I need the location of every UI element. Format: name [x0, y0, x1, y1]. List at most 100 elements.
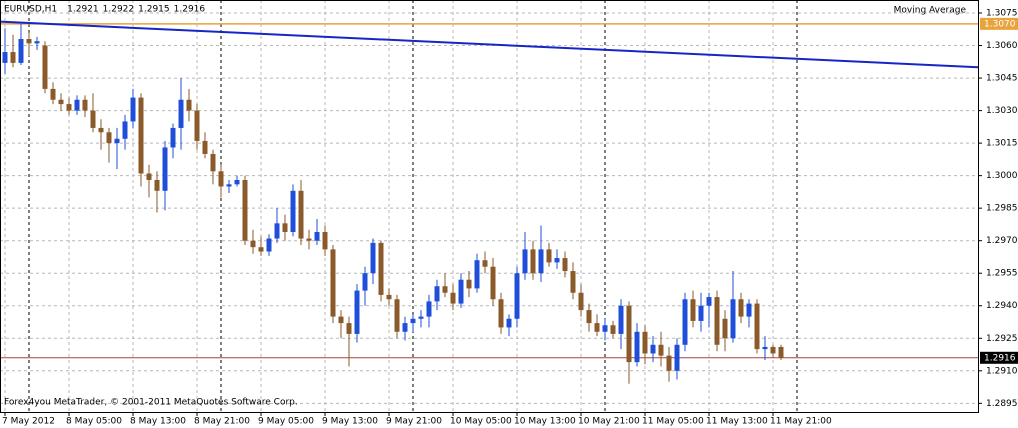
candle-body [330, 249, 336, 317]
x-tick-label: 9 May 05:00 [258, 417, 314, 427]
candle-body [562, 258, 568, 272]
candle-body [194, 110, 200, 141]
candle-body [538, 249, 544, 274]
candle-body [546, 249, 552, 263]
bid-label: 1.2916 [984, 353, 1016, 363]
candle-body [650, 344, 656, 354]
candle-body [738, 299, 744, 317]
candle-body [266, 238, 272, 252]
candle-body [66, 104, 72, 111]
candle-body [722, 318, 728, 339]
candle-body [626, 305, 632, 363]
candle-body [306, 238, 312, 241]
y-tick-label: 1.3000 [986, 171, 1018, 181]
x-tick-label: 8 May 21:00 [194, 417, 250, 427]
x-tick-label: 11 May 21:00 [770, 417, 832, 427]
candle-body [450, 292, 456, 304]
x-tick-label: 11 May 05:00 [642, 417, 704, 427]
x-tick-label: 7 May 2012 [2, 417, 55, 427]
candle-body [578, 292, 584, 311]
moving-average [0, 20, 979, 69]
candle-body [114, 138, 120, 144]
chart-title: EURUSD,H1 [4, 5, 57, 15]
candle-body [282, 223, 288, 233]
candle-body [130, 97, 136, 122]
candle-body [98, 127, 104, 133]
candle-body [202, 140, 208, 154]
candle-body [402, 323, 408, 332]
candle-body [762, 346, 768, 350]
candle-body [322, 232, 328, 250]
candle-body [26, 39, 32, 44]
candle-body [210, 153, 216, 172]
candle-body [18, 39, 24, 63]
candle-body [474, 260, 480, 289]
x-tick-label: 8 May 05:00 [66, 417, 122, 427]
y-tick-label: 1.2985 [986, 204, 1018, 214]
candle-body [154, 179, 160, 191]
candle-body [42, 45, 48, 89]
candle-body [314, 232, 320, 241]
candle-body [530, 249, 536, 274]
candle-body [362, 273, 368, 291]
y-tick-label: 1.2970 [986, 236, 1018, 246]
candle-body [570, 271, 576, 293]
y-tick-label: 1.2925 [986, 334, 1018, 344]
candle-body [10, 52, 16, 63]
candle-body [370, 242, 376, 274]
ohlc-value: 1.2921 [67, 5, 99, 15]
candle-body [778, 346, 784, 358]
candle-body [506, 318, 512, 328]
candle-body [146, 173, 152, 180]
candle-body [250, 240, 256, 248]
candle-body [338, 316, 344, 324]
candle-body [90, 110, 96, 128]
candle-body [666, 355, 672, 371]
candle-body [234, 179, 240, 185]
x-tick-label: 9 May 13:00 [322, 417, 378, 427]
x-tick-label: 10 May 13:00 [514, 417, 576, 427]
candle-body [442, 286, 448, 293]
ohlc-value: 1.2922 [103, 5, 135, 15]
candle-body [610, 325, 616, 334]
candle-body [58, 99, 64, 105]
candle-body [418, 316, 424, 319]
indicator-label: Moving Average [894, 6, 967, 16]
candle-body [434, 286, 440, 302]
candle-body [138, 97, 144, 174]
y-tick-label: 1.3015 [986, 139, 1018, 149]
x-tick-label: 8 May 13:00 [130, 417, 186, 427]
x-tick-label: 10 May 21:00 [578, 417, 640, 427]
x-tick-label: 11 May 13:00 [706, 417, 768, 427]
y-tick-label: 1.3045 [986, 74, 1018, 84]
candle-body [386, 294, 392, 300]
candle-body [274, 223, 280, 239]
y-tick-label: 1.2940 [986, 301, 1018, 311]
candle-body [242, 179, 248, 241]
candle-body [170, 127, 176, 148]
y-tick-label: 1.2895 [986, 399, 1018, 409]
candle-body [74, 99, 80, 111]
candle-body [178, 99, 184, 128]
candle-body [770, 346, 776, 354]
plot-border [0, 0, 979, 413]
ohlc-value: 1.2916 [174, 5, 206, 15]
candle-body [602, 325, 608, 332]
bid-label-bg [980, 351, 1018, 364]
candle-body [682, 299, 688, 345]
candle-body [618, 305, 624, 334]
y-tick-label: 1.3030 [986, 106, 1018, 116]
candle-body [122, 121, 128, 139]
ohlc-value: 1.2915 [138, 5, 170, 15]
candle-body [106, 132, 112, 144]
candle-body [394, 299, 400, 332]
candle-body [514, 273, 520, 319]
candle-body [290, 190, 296, 233]
candle-body [458, 279, 464, 304]
candle-body [634, 331, 640, 363]
candle-body [490, 266, 496, 300]
candle-body [674, 344, 680, 371]
candle-body [658, 344, 664, 356]
